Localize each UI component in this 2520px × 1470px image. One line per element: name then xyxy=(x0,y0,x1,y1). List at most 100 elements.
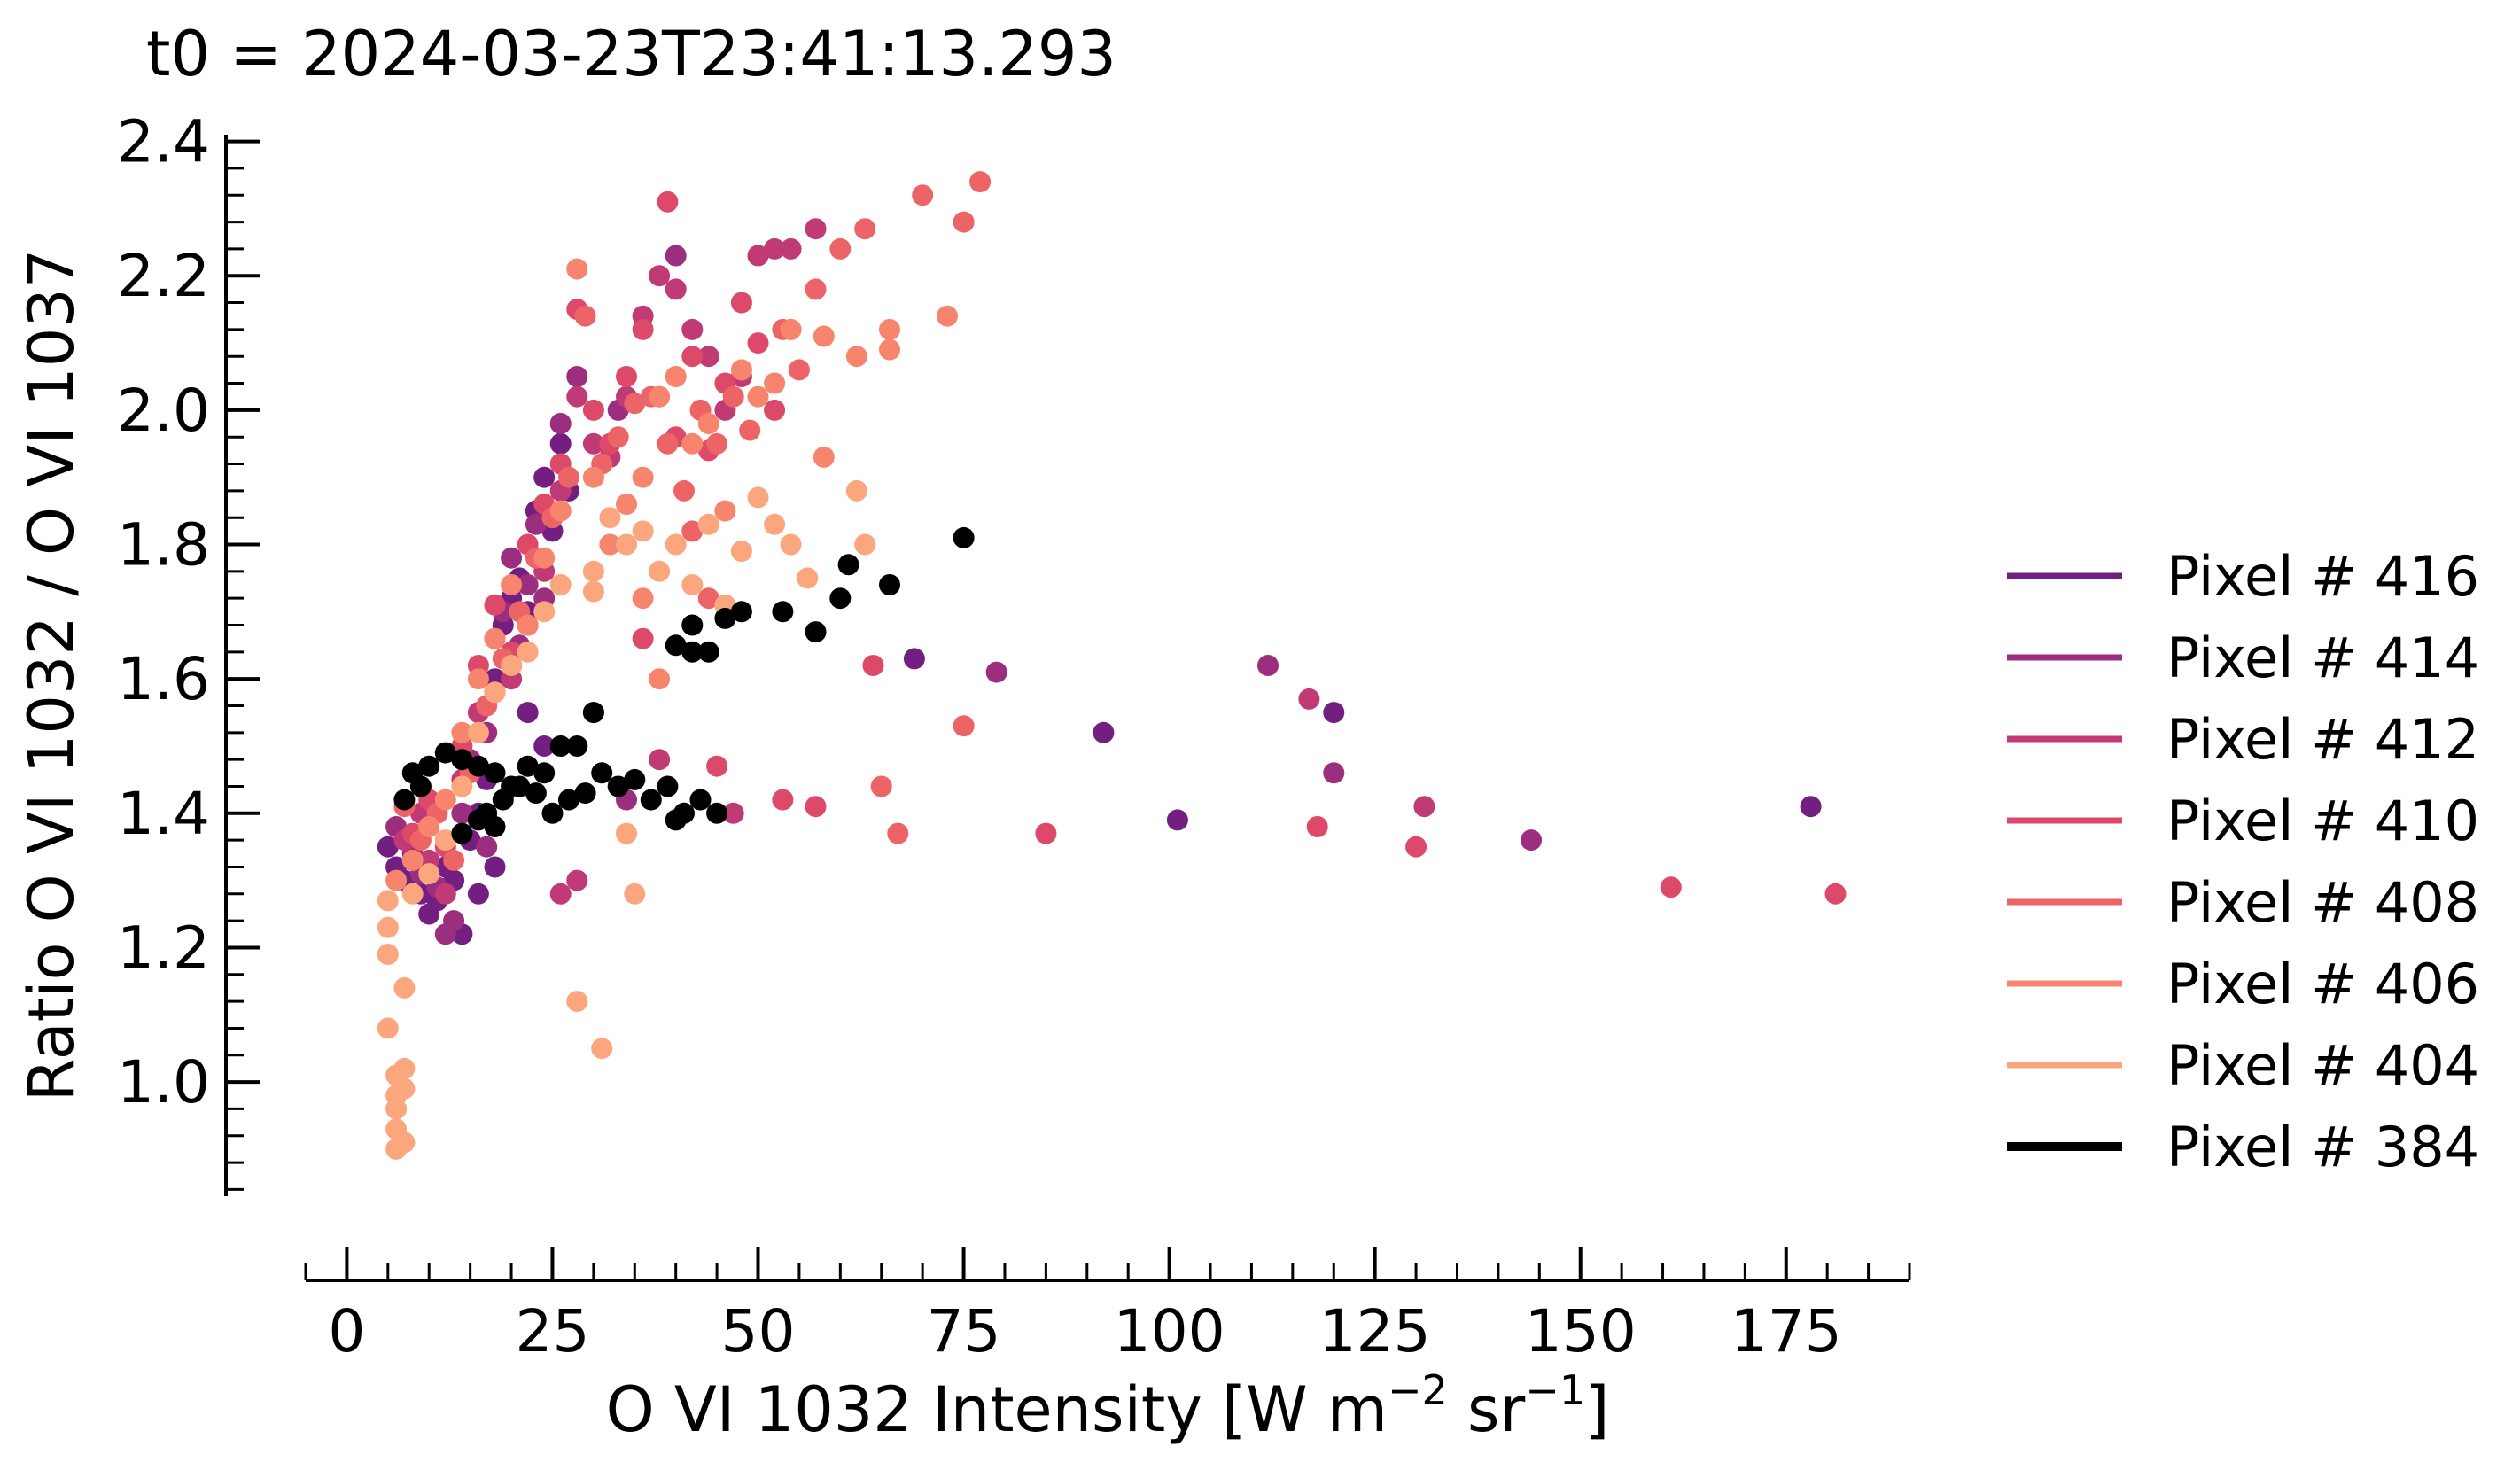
point-series-0-32 xyxy=(1800,796,1822,818)
point-series-1-24 xyxy=(665,245,687,267)
point-series-7-19 xyxy=(418,755,440,777)
point-series-6-1 xyxy=(377,916,399,938)
point-series-7-42 xyxy=(393,789,416,811)
legend-label: Pixel # 416 xyxy=(2166,544,2479,609)
y-tick-label: 1.8 xyxy=(117,511,210,579)
point-series-5-12 xyxy=(582,466,604,488)
point-series-4-17 xyxy=(673,479,695,502)
point-series-7-9 xyxy=(574,782,596,805)
point-series-5-26 xyxy=(845,346,867,368)
point-series-2-25 xyxy=(805,218,827,240)
point-series-7-3 xyxy=(484,816,506,837)
point-series-5-17 xyxy=(665,366,687,387)
point-series-5-6 xyxy=(484,627,506,649)
point-series-1-10 xyxy=(501,547,523,569)
y-axis-label: Ratio O VI 1032 / O VI 1037 xyxy=(15,249,88,1102)
point-series-4-28 xyxy=(953,211,975,233)
point-series-5-14 xyxy=(616,494,637,515)
point-series-6-30 xyxy=(697,513,719,535)
point-series-7-40 xyxy=(953,526,975,548)
point-series-6-42 xyxy=(616,822,637,844)
point-series-1-22 xyxy=(1521,829,1542,852)
point-series-3-33 xyxy=(706,755,728,777)
point-series-2-32 xyxy=(649,749,671,771)
point-series-0-29 xyxy=(1093,721,1115,743)
point-series-6-16 xyxy=(451,775,473,797)
point-series-1-19 xyxy=(985,661,1007,683)
x-tick-label: 25 xyxy=(515,1297,589,1365)
point-series-7-39 xyxy=(879,574,900,595)
point-series-6-11 xyxy=(393,1077,416,1100)
point-series-6-10 xyxy=(393,1057,416,1079)
point-series-2-12 xyxy=(582,432,604,455)
legend-label: Pixel # 408 xyxy=(2166,870,2479,935)
point-series-5-22 xyxy=(747,385,769,408)
point-series-1-16 xyxy=(566,366,588,387)
point-series-1-17 xyxy=(476,836,498,858)
point-series-5-30 xyxy=(813,446,835,468)
point-series-5-20 xyxy=(714,500,736,522)
point-series-3-26 xyxy=(1405,836,1427,858)
point-series-6-25 xyxy=(616,533,637,556)
point-series-7-27 xyxy=(549,735,572,757)
legend-label: Pixel # 384 xyxy=(2166,1115,2479,1179)
x-tick-label: 50 xyxy=(721,1297,796,1365)
point-series-1-12 xyxy=(517,574,539,595)
point-series-6-37 xyxy=(845,479,867,502)
point-series-2-27 xyxy=(566,869,588,891)
y-tick-label: 1.6 xyxy=(117,645,210,713)
point-series-6-41 xyxy=(624,883,646,905)
point-series-4-31 xyxy=(953,715,975,737)
point-series-7-11 xyxy=(607,775,629,797)
point-series-0-21 xyxy=(549,432,572,455)
point-series-2-22 xyxy=(747,245,769,267)
point-series-4-33 xyxy=(681,520,704,542)
point-series-6-29 xyxy=(681,574,704,595)
point-series-7-33 xyxy=(714,607,736,629)
point-series-6-32 xyxy=(730,541,752,563)
point-series-1-13 xyxy=(525,513,547,535)
point-series-6-19 xyxy=(501,655,523,676)
point-series-3-25 xyxy=(1306,816,1328,837)
point-series-1-5 xyxy=(451,802,473,824)
point-series-7-32 xyxy=(697,641,719,663)
point-series-4-32 xyxy=(887,822,909,844)
point-series-6-27 xyxy=(649,560,671,582)
point-series-3-27 xyxy=(1660,876,1682,898)
point-series-4-14 xyxy=(624,393,646,415)
point-series-5-21 xyxy=(730,359,752,381)
point-series-7-16 xyxy=(689,789,712,811)
x-tick-label: 125 xyxy=(1319,1297,1431,1365)
point-series-6-22 xyxy=(549,574,572,595)
point-series-3-22 xyxy=(764,399,786,421)
point-series-7-41 xyxy=(409,775,432,797)
legend-label: Pixel # 404 xyxy=(2166,1033,2479,1098)
point-series-2-11 xyxy=(566,385,588,408)
point-series-5-5 xyxy=(467,668,489,690)
point-series-6-13 xyxy=(401,883,424,905)
y-tick-label: 2.0 xyxy=(117,377,210,445)
point-series-0-0 xyxy=(377,836,399,858)
point-series-0-31 xyxy=(1323,702,1345,724)
point-series-2-3 xyxy=(434,883,456,905)
point-series-5-23 xyxy=(764,372,786,394)
point-series-6-33 xyxy=(747,486,769,509)
y-tick-label: 2.2 xyxy=(117,242,210,310)
point-series-7-26 xyxy=(533,762,556,784)
point-series-6-18 xyxy=(484,681,506,704)
x-axis-label: O VI 1032 Intensity [W m−2 sr−1] xyxy=(606,1366,1610,1446)
point-series-3-20 xyxy=(730,292,752,314)
x-axis-label-sup1: −2 xyxy=(1388,1366,1448,1414)
point-series-4-21 xyxy=(739,419,761,441)
point-series-6-6 xyxy=(385,1098,408,1120)
point-series-7-21 xyxy=(451,749,473,771)
point-series-4-29 xyxy=(969,171,992,193)
point-series-6-20 xyxy=(517,641,539,663)
legend: Pixel # 416 Pixel # 414 Pixel # 412 Pixel #… xyxy=(2007,544,2479,1179)
point-series-6-43 xyxy=(582,580,604,603)
point-series-0-28 xyxy=(903,648,925,670)
point-series-3-21 xyxy=(747,332,769,354)
point-series-0-26 xyxy=(484,856,506,878)
point-series-6-2 xyxy=(377,944,399,965)
point-series-3-32 xyxy=(632,627,654,649)
